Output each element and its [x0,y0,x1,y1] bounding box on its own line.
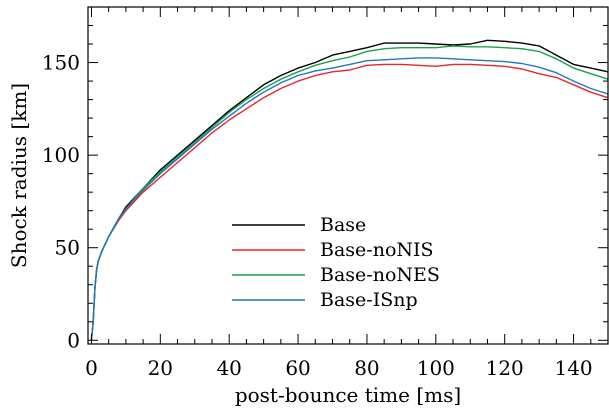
plot-frame [87,6,609,345]
y-axis-label: Shock radius [km] [7,83,31,268]
x-tick-label: 80 [354,356,379,380]
tick-labels: 0 20 40 60 80 100 120 140 0 50 100 150 [42,51,593,380]
x-tick-label: 120 [486,356,524,380]
legend: Base Base-noNIS Base-noNES Base-ISnp [232,214,440,311]
y-tick-label: 0 [67,328,80,352]
y-tick-label: 50 [55,236,80,260]
x-tick-label: 40 [216,356,241,380]
legend-label: Base-noNES [320,264,440,286]
x-tick-label: 20 [148,356,173,380]
legend-label: Base-ISnp [320,289,418,311]
y-tick-label: 150 [42,51,80,75]
legend-label: Base [320,214,366,236]
plot-lines [90,39,609,341]
x-axis-label: post-bounce time [ms] [235,383,461,407]
x-tick-label: 60 [285,356,310,380]
x-tick-label: 100 [417,356,455,380]
y-tick-label: 100 [42,143,80,167]
axis-ticks [88,7,608,344]
x-tick-label: 0 [85,356,98,380]
x-tick-label: 140 [554,356,592,380]
legend-label: Base-noNIS [320,239,434,261]
series-line-3 [90,57,609,341]
